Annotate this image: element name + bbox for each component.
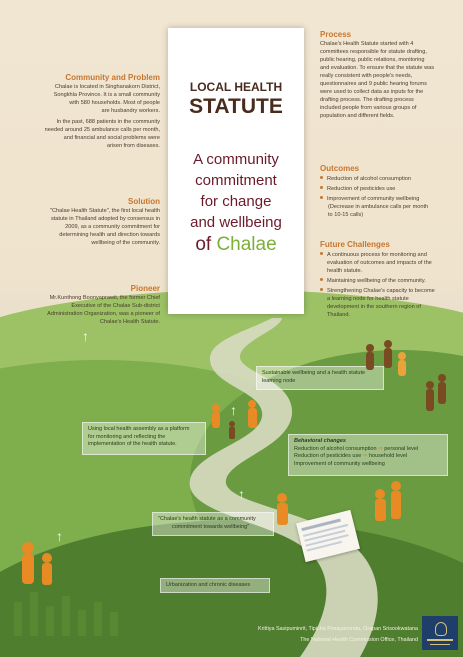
title-line-2: STATUTE [189, 95, 283, 118]
community-line: are husbandry workers. [101, 108, 160, 114]
community-line: Songkhla Province. It is a small communi… [53, 92, 160, 98]
arrow-right-icon: ⇨ [362, 453, 368, 459]
behavioral-heading: Behavioral changes [294, 438, 346, 444]
commitment-line: commitment towards wellbeing" [172, 523, 250, 530]
pioneer-heading: Pioneer [130, 284, 160, 293]
pioneer-line: Mr.Kunthong Boonyaprawit, the former Chi… [49, 295, 160, 301]
logo-emblem-icon [435, 622, 447, 636]
solution-line: statute in Thailand adopted by consensus… [50, 216, 160, 222]
solution-heading: Solution [128, 197, 160, 206]
behavioral-line: Reduction of pesticides use ⇨ household … [294, 453, 442, 461]
behavioral-line: Improvement of community wellbeing [294, 460, 385, 467]
arrow-up-icon: ↑ [230, 402, 237, 418]
future-item-cont: development in the southern region of [327, 304, 421, 310]
title-card: LOCAL HEALTH STATUTE A community commitm… [168, 28, 304, 314]
subtitle-line: and wellbeing [190, 214, 282, 231]
nhco-logo [422, 616, 458, 650]
community-line: needed around 25 ambulance calls per mon… [44, 127, 160, 133]
process-heading: Process [320, 30, 352, 39]
subtitle-of: of [195, 234, 212, 255]
community-line: arisen from diseases. [106, 143, 160, 149]
behavioral-item: Reduction of alcohol consumption [294, 445, 377, 452]
future-item-cont: evaluation of outcomes and impacts of th… [327, 260, 432, 266]
solution-line: wellbeing of the community. [91, 240, 160, 246]
outcome-note: (Decrease in ambulance calls per month [328, 204, 429, 210]
assembly-line: Using local health assembly as a platfor… [88, 426, 190, 432]
behavioral-level: personal level [384, 445, 419, 452]
solution-line: 2009, as a community commitment for [65, 224, 160, 230]
assembly-box: Using local health assembly as a platfor… [82, 422, 206, 455]
solution-line: determining health and direction towards [59, 232, 160, 238]
behavioral-line: Reduction of alcohol consumption ⇨ perso… [294, 446, 442, 454]
community-line: and financial and social problems were [63, 135, 160, 141]
assembly-line: for monitoring and reflecting the [88, 433, 166, 440]
community-line: In the past, 688 patients in the communi… [56, 119, 160, 125]
process-line: committees responsible for statute draft… [320, 49, 427, 55]
outcome-item: Reduction of pesticides use [320, 186, 395, 194]
process-line: questionnaires and 9 public hearing foru… [320, 81, 427, 87]
solution-line: "Chalae Health Statute", the first local… [49, 208, 160, 214]
process-line: public hearing, public relations, monito… [320, 57, 425, 63]
sustainable-line: Sustainable wellbeing and a health statu… [262, 370, 366, 376]
behavioral-item: Reduction of pesticides use [294, 453, 362, 459]
process-line: included people from various groups of [320, 105, 417, 111]
commitment-box: "Chalae's health statute as a community … [152, 512, 274, 536]
community-heading: Community and Problem [65, 73, 160, 82]
subtitle-line: commitment [195, 172, 277, 189]
subtitle-chalae: Chalae [216, 234, 277, 255]
process-line: and evaluation. To ensure that the statu… [320, 65, 435, 71]
outcome-item: Reduction of alcohol consumption [320, 176, 411, 184]
behavioral-level: household level [368, 453, 408, 459]
outcome-note: to 10-15 calls) [328, 212, 364, 218]
future-heading: Future Challenges [320, 240, 390, 249]
hill-front [0, 520, 463, 657]
future-item: Strengthening Chalae's capacity to becom… [320, 288, 435, 296]
org-credit: The National Health Commission Office, T… [300, 637, 418, 643]
future-item-cont: Thailand. [327, 312, 351, 318]
outcome-item: Improvement of community wellbeing [320, 196, 419, 204]
future-item-cont: health statute. [327, 268, 363, 274]
future-item: Maintaining wellbeing of the community. [320, 278, 426, 286]
process-line: drafting process. The drafting process [320, 97, 414, 103]
urbanization-line: Urbanization and chronic diseases [166, 582, 251, 588]
arrow-up-icon: ↑ [82, 328, 89, 344]
commitment-line: "Chalae's health statute as a community [158, 516, 256, 522]
behavioral-box: Behavioral changes Reduction of alcohol … [288, 434, 448, 476]
subtitle-line: for change [200, 193, 272, 210]
pioneer-line: Administration Organization, was a pione… [47, 311, 160, 317]
process-line: population and different fields. [320, 113, 395, 119]
arrow-up-icon: ↑ [56, 528, 63, 544]
pioneer-line: Executive of the Chalae Sub-district [71, 303, 160, 309]
sustainable-line: learning node [262, 377, 296, 384]
process-line: were used to collect data as inputs for … [320, 89, 424, 95]
subtitle-last-line: of Chalae [168, 234, 304, 256]
community-line: Chalae is located in Singhanakorn Distri… [54, 84, 160, 90]
community-line: with 580 households. Most of people [69, 100, 160, 106]
arrow-up-icon: ↑ [238, 486, 245, 502]
assembly-line: implementation of the health statute. [88, 441, 177, 447]
process-line: Chalae's Health Statute started with 4 [320, 41, 414, 47]
sustainable-box: Sustainable wellbeing and a health statu… [256, 366, 384, 390]
future-item-cont: a learning node for health statute [327, 296, 409, 302]
urbanization-box: Urbanization and chronic diseases [160, 578, 270, 593]
arrow-right-icon: ⇨ [378, 445, 383, 452]
outcomes-heading: Outcomes [320, 164, 360, 173]
authors-credit: Krittiya Sasipuminrit, Tipicha Posayanon… [257, 626, 418, 632]
future-item: A continuous process for monitoring and [320, 252, 427, 260]
title-line-1: LOCAL HEALTH [189, 80, 283, 94]
subtitle-line: A community [193, 151, 279, 168]
pioneer-line: Chalae's Health Statute. [99, 319, 160, 325]
process-line: really consistent with people's needs, [320, 73, 413, 79]
